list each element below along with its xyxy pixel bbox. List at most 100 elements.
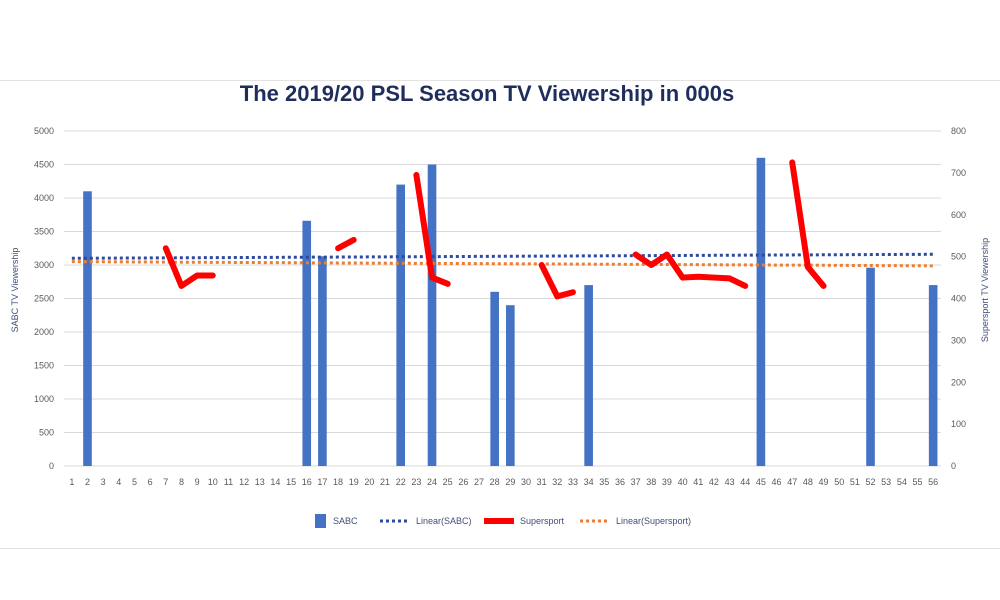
x-tick-label: 36 bbox=[615, 477, 625, 487]
x-tick-label: 26 bbox=[458, 477, 468, 487]
left-tick-label: 2000 bbox=[34, 327, 54, 337]
x-tick-label: 44 bbox=[740, 477, 750, 487]
x-tick-label: 53 bbox=[881, 477, 891, 487]
x-tick-label: 41 bbox=[693, 477, 703, 487]
left-tick-label: 0 bbox=[49, 461, 54, 471]
left-tick-label: 2500 bbox=[34, 294, 54, 304]
sabc-bar bbox=[318, 256, 327, 466]
left-tick-label: 1500 bbox=[34, 361, 54, 371]
x-tick-label: 9 bbox=[195, 477, 200, 487]
right-tick-label: 600 bbox=[951, 210, 966, 220]
x-tick-label: 32 bbox=[552, 477, 562, 487]
left-tick-label: 500 bbox=[39, 428, 54, 438]
sabc-bar bbox=[928, 285, 938, 466]
x-tick-label: 22 bbox=[396, 477, 406, 487]
x-tick-label: 21 bbox=[380, 477, 390, 487]
x-tick-label: 42 bbox=[709, 477, 719, 487]
gridlines bbox=[64, 130, 941, 467]
legend-label-supersport: Supersport bbox=[520, 516, 565, 526]
legend-label-sabc: SABC bbox=[333, 516, 358, 526]
sabc-bar bbox=[396, 184, 406, 466]
x-tick-label: 23 bbox=[411, 477, 421, 487]
x-tick-label: 35 bbox=[599, 477, 609, 487]
x-tick-label: 1 bbox=[69, 477, 74, 487]
x-tick-label: 5 bbox=[132, 477, 137, 487]
x-tick-label: 52 bbox=[866, 477, 876, 487]
x-tick-label: 33 bbox=[568, 477, 578, 487]
supersport-segment bbox=[632, 251, 749, 289]
x-tick-label: 54 bbox=[897, 477, 907, 487]
top-divider bbox=[0, 80, 1000, 81]
supersport-segment bbox=[335, 236, 357, 252]
x-tick-label: 10 bbox=[208, 477, 218, 487]
chart-title: The 2019/20 PSL Season TV Viewership in … bbox=[240, 81, 734, 106]
sabc-bar bbox=[83, 191, 92, 467]
x-tick-label: 19 bbox=[349, 477, 359, 487]
sabc-bar bbox=[584, 285, 593, 466]
x-tick-label: 29 bbox=[505, 477, 515, 487]
right-tick-label: 800 bbox=[951, 126, 966, 136]
legend-label-linear-supersport-: Linear(Supersport) bbox=[616, 516, 691, 526]
x-tick-label: 13 bbox=[255, 477, 265, 487]
x-tick-label: 6 bbox=[148, 477, 153, 487]
x-tick-label: 17 bbox=[317, 477, 327, 487]
x-tick-label: 16 bbox=[302, 477, 312, 487]
right-tick-label: 0 bbox=[951, 461, 956, 471]
x-tick-label: 43 bbox=[725, 477, 735, 487]
x-tick-label: 3 bbox=[101, 477, 106, 487]
sabc-bar bbox=[302, 220, 312, 466]
right-tick-label: 300 bbox=[951, 335, 966, 345]
x-tick-label: 56 bbox=[928, 477, 938, 487]
left-tick-label: 1000 bbox=[34, 394, 54, 404]
left-tick-label: 5000 bbox=[34, 126, 54, 136]
supersport-segment bbox=[538, 262, 576, 300]
x-tick-label: 18 bbox=[333, 477, 343, 487]
left-tick-label: 3000 bbox=[34, 260, 54, 270]
legend: SABC Linear(SABC) Supersport Linear(Supersp… bbox=[315, 514, 691, 528]
right-axis-title: Supersport TV Viewership bbox=[980, 238, 990, 342]
left-tick-label: 3500 bbox=[34, 227, 54, 237]
supersport-segment bbox=[789, 159, 827, 289]
supersport-segment bbox=[162, 245, 216, 289]
x-tick-label: 51 bbox=[850, 477, 860, 487]
x-tick-label: 8 bbox=[179, 477, 184, 487]
legend-label-linear-sabc-: Linear(SABC) bbox=[416, 516, 472, 526]
x-tick-label: 30 bbox=[521, 477, 531, 487]
x-tick-label: 45 bbox=[756, 477, 766, 487]
sabc-bars bbox=[83, 157, 938, 467]
sabc-bar bbox=[866, 267, 875, 466]
right-tick-label: 200 bbox=[951, 377, 966, 387]
x-tick-label: 47 bbox=[787, 477, 797, 487]
x-tick-label: 34 bbox=[584, 477, 594, 487]
x-tick-label: 46 bbox=[772, 477, 782, 487]
x-tick-label: 20 bbox=[364, 477, 374, 487]
sabc-bar bbox=[756, 157, 766, 467]
x-tick-label: 14 bbox=[270, 477, 280, 487]
right-tick-label: 500 bbox=[951, 252, 966, 262]
x-tick-label: 28 bbox=[490, 477, 500, 487]
right-tick-label: 700 bbox=[951, 168, 966, 178]
x-tick-label: 38 bbox=[646, 477, 656, 487]
x-tick-label: 25 bbox=[443, 477, 453, 487]
x-tick-label: 12 bbox=[239, 477, 249, 487]
sabc-bar bbox=[490, 291, 499, 466]
x-tick-label: 48 bbox=[803, 477, 813, 487]
right-tick-label: 100 bbox=[951, 419, 966, 429]
supersport-segment bbox=[413, 171, 451, 287]
sabc-bar bbox=[506, 305, 515, 466]
x-tick-label: 11 bbox=[224, 477, 233, 487]
x-tick-label: 49 bbox=[819, 477, 829, 487]
x-tick-label: 24 bbox=[427, 477, 437, 487]
sabc-bar bbox=[427, 164, 437, 466]
x-tick-label: 37 bbox=[631, 477, 641, 487]
bottom-divider bbox=[0, 548, 1000, 549]
left-tick-label: 4500 bbox=[34, 160, 54, 170]
axis-labels: 0500100015002000250030003500400045005000… bbox=[34, 126, 966, 487]
legend-swatch-sabc bbox=[315, 514, 326, 528]
x-tick-label: 7 bbox=[163, 477, 168, 487]
x-tick-label: 40 bbox=[678, 477, 688, 487]
x-tick-label: 15 bbox=[286, 477, 296, 487]
right-tick-label: 400 bbox=[951, 294, 966, 304]
x-tick-label: 55 bbox=[913, 477, 923, 487]
